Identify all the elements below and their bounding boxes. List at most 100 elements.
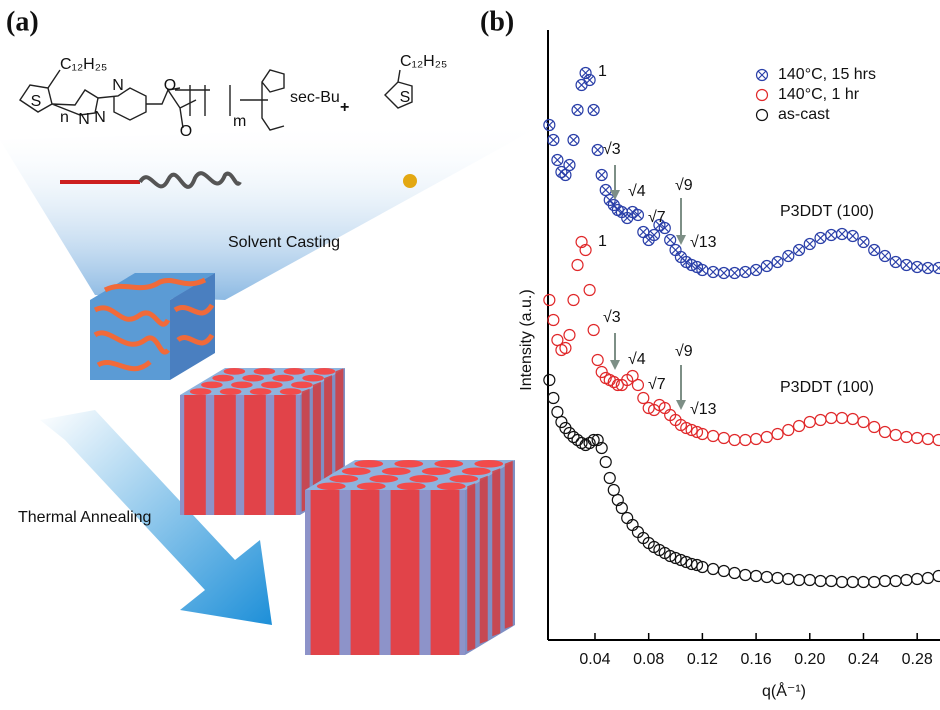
marker-ring <box>627 520 638 531</box>
peak-arrow-head <box>676 235 686 245</box>
data-point <box>600 185 611 196</box>
data-point <box>858 577 869 588</box>
cylinder-top <box>357 483 386 491</box>
marker-ring <box>794 575 805 586</box>
data-point <box>544 120 555 131</box>
cylinder-top <box>280 388 302 395</box>
step-casting: Solvent Casting <box>228 234 340 251</box>
atom-label: N <box>94 109 106 126</box>
marker-cross <box>562 171 570 179</box>
marker-cross <box>827 231 835 239</box>
marker-cross <box>806 240 814 248</box>
x-tick-label: 0.04 <box>579 651 610 668</box>
legend-marker <box>757 110 768 121</box>
marker-cross <box>785 252 793 260</box>
cylinder-front <box>214 395 236 515</box>
marker-cross <box>554 156 562 164</box>
marker-cross <box>774 258 782 266</box>
marker-ring <box>548 315 559 326</box>
marker-ring <box>804 417 815 428</box>
y-axis-label: Intensity (a.u.) <box>518 289 535 390</box>
peak-label: √13 <box>690 234 717 251</box>
data-point <box>751 571 762 582</box>
cylinder-front <box>184 395 206 515</box>
data-point <box>548 135 559 146</box>
marker-ring <box>600 457 611 468</box>
monomer-bead <box>403 174 417 188</box>
marker-cross <box>598 171 606 179</box>
cylinder-top <box>242 375 264 382</box>
marker-cross <box>590 106 598 114</box>
cylinder-front <box>274 395 296 515</box>
monomer-substituent: C₁₂H₂₅ <box>400 53 447 70</box>
marker-ring <box>912 574 923 585</box>
data-point <box>772 257 783 268</box>
cylinder-top <box>317 483 346 491</box>
data-point <box>869 422 880 433</box>
cylinder-front <box>351 490 380 655</box>
marker-cross <box>574 106 582 114</box>
marker-ring <box>922 434 933 445</box>
data-point <box>708 267 719 278</box>
data-point <box>783 425 794 436</box>
marker-ring <box>815 576 826 587</box>
marker-ring <box>815 415 826 426</box>
repeat-m: m <box>233 113 246 130</box>
marker-ring <box>548 393 559 404</box>
data-point <box>718 268 729 279</box>
data-point <box>890 257 901 268</box>
data-point <box>588 105 599 116</box>
data-point <box>761 261 772 272</box>
data-point <box>761 572 772 583</box>
peak-label: √9 <box>675 343 693 360</box>
data-point <box>740 267 751 278</box>
data-point <box>544 295 555 306</box>
marker-cross <box>709 268 717 276</box>
cube-disordered <box>90 273 215 380</box>
marker-cross <box>870 246 878 254</box>
cylinder-top <box>220 388 242 395</box>
data-point <box>922 263 933 274</box>
peak-label: 1 <box>598 233 607 250</box>
data-point <box>718 433 729 444</box>
marker-cross <box>795 246 803 254</box>
marker-ring <box>933 571 940 582</box>
cylinder-side <box>505 461 513 629</box>
marker-cross <box>758 71 766 79</box>
data-point <box>901 260 912 271</box>
data-point <box>869 577 880 588</box>
data-point <box>600 457 611 468</box>
data-point <box>847 577 858 588</box>
step-annealing: Thermal Annealing <box>18 509 151 526</box>
atom-label: O <box>180 123 192 140</box>
cylinder-top <box>190 388 212 395</box>
marker-ring <box>847 414 858 425</box>
data-point <box>933 571 940 582</box>
marker-ring <box>772 429 783 440</box>
cylinder-top <box>254 368 276 375</box>
marker-ring <box>858 577 869 588</box>
data-point <box>568 295 579 306</box>
data-point <box>869 245 880 256</box>
cylinder-top <box>474 460 503 468</box>
cylinder-top <box>462 468 491 476</box>
peak-label: P3DDT (100) <box>780 203 874 220</box>
marker-cross <box>731 269 739 277</box>
data-point <box>729 435 740 446</box>
marker-ring <box>718 566 729 577</box>
data-point <box>826 576 837 587</box>
marker-ring <box>912 433 923 444</box>
marker-ring <box>869 422 880 433</box>
marker-ring <box>708 431 719 442</box>
peak-label: √7 <box>648 376 666 393</box>
data-point <box>548 315 559 326</box>
marker-ring <box>826 576 837 587</box>
data-point <box>837 413 848 424</box>
data-point <box>740 435 751 446</box>
data-point <box>922 573 933 584</box>
marker-ring <box>890 576 901 587</box>
legend-marker <box>757 70 768 81</box>
data-point <box>560 343 571 354</box>
marker-cross <box>838 230 846 238</box>
x-tick-label: 0.12 <box>687 651 718 668</box>
